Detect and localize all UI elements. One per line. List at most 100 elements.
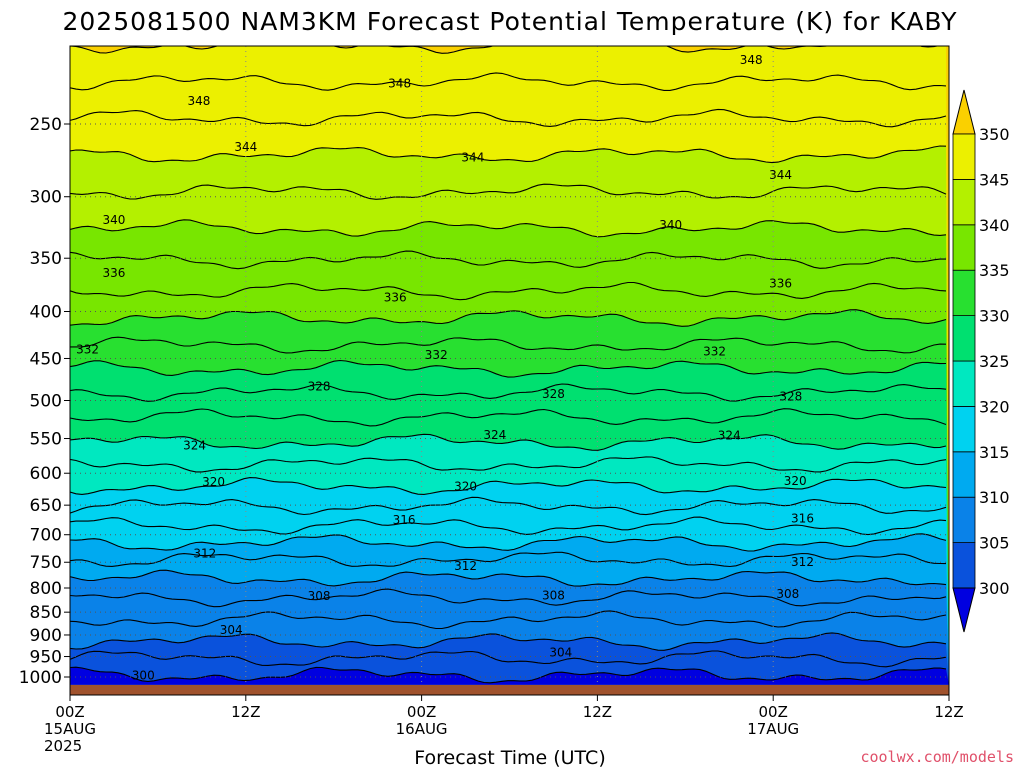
contour-line bbox=[70, 477, 947, 495]
x-tick-label: 12Z bbox=[934, 703, 963, 721]
x-tick-label: 17AUG bbox=[747, 720, 799, 738]
colorbar-segment bbox=[952, 269, 976, 317]
contour-label: 308 bbox=[542, 588, 565, 602]
x-tick-label: 16AUG bbox=[396, 720, 448, 738]
y-tick-label: 250 bbox=[30, 115, 62, 135]
colorbar-label: 310 bbox=[979, 488, 1010, 507]
contour-line bbox=[70, 433, 947, 451]
y-tick-label: 650 bbox=[30, 496, 62, 516]
contour-label: 332 bbox=[703, 344, 726, 358]
contour-line bbox=[70, 569, 947, 587]
contour-line bbox=[70, 516, 947, 536]
contour-line bbox=[70, 408, 947, 427]
contour-label: 332 bbox=[425, 348, 448, 362]
x-tick-label: 12Z bbox=[231, 703, 260, 721]
contour-label: 336 bbox=[384, 290, 407, 304]
contour-label: 324 bbox=[718, 429, 741, 443]
contour-label: 324 bbox=[183, 439, 206, 453]
colorbar-segment bbox=[952, 496, 976, 544]
y-tick-label: 600 bbox=[30, 464, 62, 484]
colorbar-label: 305 bbox=[979, 534, 1010, 553]
contour-line bbox=[70, 610, 947, 630]
x-tick-label: 15AUG bbox=[44, 720, 96, 738]
ground-bar bbox=[70, 684, 949, 695]
colorbar-segment bbox=[952, 360, 976, 407]
y-tick-label: 300 bbox=[30, 188, 62, 208]
contour-line bbox=[70, 281, 947, 301]
contour-line bbox=[70, 533, 947, 552]
contour-label: 312 bbox=[791, 555, 814, 569]
colorbar-label: 340 bbox=[979, 216, 1010, 235]
contour-label: 312 bbox=[454, 559, 477, 573]
contour-label: 348 bbox=[388, 77, 411, 91]
colorbar-segment bbox=[952, 451, 976, 498]
contour-line bbox=[70, 72, 947, 91]
contour-band bbox=[70, 667, 949, 685]
contour-label: 340 bbox=[102, 213, 125, 227]
colorbar-label: 325 bbox=[979, 352, 1010, 371]
x-tick-label: 12Z bbox=[583, 703, 612, 721]
colorbar-label: 350 bbox=[979, 125, 1010, 144]
contour-label: 328 bbox=[542, 387, 565, 401]
colorbar-label: 315 bbox=[979, 443, 1010, 462]
contour-label: 320 bbox=[454, 479, 477, 493]
contour-label: 336 bbox=[769, 277, 792, 291]
contour-label: 316 bbox=[791, 511, 814, 525]
colorbar-label: 335 bbox=[979, 261, 1010, 280]
colorbar-segment bbox=[952, 542, 976, 589]
contour-line bbox=[70, 145, 947, 164]
contour-label: 348 bbox=[187, 94, 210, 108]
contour-label: 312 bbox=[193, 547, 216, 561]
colorbar-segment bbox=[952, 133, 976, 180]
contour-line bbox=[70, 456, 947, 473]
y-tick-label: 950 bbox=[30, 648, 62, 668]
contour-line bbox=[70, 588, 947, 608]
x-tick-label: 00Z bbox=[407, 703, 436, 721]
contour-line bbox=[70, 336, 947, 354]
contour-line bbox=[70, 383, 947, 402]
y-tick-label: 750 bbox=[30, 553, 62, 573]
contour-label: 328 bbox=[779, 389, 802, 403]
contour-label: 332 bbox=[76, 343, 99, 357]
contour-label: 344 bbox=[461, 151, 484, 165]
contour-label: 344 bbox=[769, 168, 792, 182]
contour-label: 304 bbox=[549, 645, 572, 659]
contour-label: 320 bbox=[202, 475, 225, 489]
contour-label: 308 bbox=[308, 589, 331, 603]
x-tick-label: 00Z bbox=[759, 703, 788, 721]
y-tick-label: 800 bbox=[30, 579, 62, 599]
y-tick-label: 700 bbox=[30, 526, 62, 546]
contour-label: 308 bbox=[776, 587, 799, 601]
contour-label: 316 bbox=[393, 513, 416, 527]
contour-label: 324 bbox=[483, 428, 506, 442]
contour-line bbox=[70, 250, 946, 270]
contour-labels: 332 336 340 300 348 324 320 312 304 344 328 308 336 3… bbox=[76, 53, 814, 682]
y-tick-label: 1000 bbox=[19, 668, 62, 688]
y-tick-label: 500 bbox=[30, 392, 62, 412]
contour-line bbox=[70, 666, 947, 684]
colorbar-label: 320 bbox=[979, 397, 1010, 416]
contour-label: 328 bbox=[308, 380, 331, 394]
y-tick-label: 400 bbox=[30, 302, 62, 322]
contour-label: 344 bbox=[234, 140, 257, 154]
plot-area: 332 336 340 300 348 324 320 312 304 344 328 308 336 3… bbox=[69, 45, 950, 696]
x-tick-label: 00Z bbox=[55, 703, 84, 721]
colorbar-segment bbox=[952, 315, 976, 362]
contour-line bbox=[70, 359, 947, 378]
contour-label: 348 bbox=[740, 53, 763, 67]
contour-label: 336 bbox=[102, 266, 125, 280]
x-tick-label: 2025 bbox=[44, 737, 82, 755]
filled-contours bbox=[70, 46, 949, 685]
contour-line bbox=[70, 183, 947, 200]
credit-text: coolwx.com/models bbox=[860, 748, 1014, 766]
colorbar: 300 305 310 315 320 325 330 335 340 345 350 bbox=[952, 89, 1010, 633]
y-axis: 250 300 350 400 450 500 550 600 650 700 750 800 850 9… bbox=[19, 115, 70, 688]
y-tick-label: 450 bbox=[30, 349, 62, 369]
y-tick-label: 350 bbox=[30, 249, 62, 269]
colorbar-segment bbox=[952, 224, 976, 271]
contour-label: 340 bbox=[659, 218, 682, 232]
colorbar-label: 330 bbox=[979, 307, 1010, 326]
colorbar-label: 345 bbox=[979, 170, 1010, 189]
